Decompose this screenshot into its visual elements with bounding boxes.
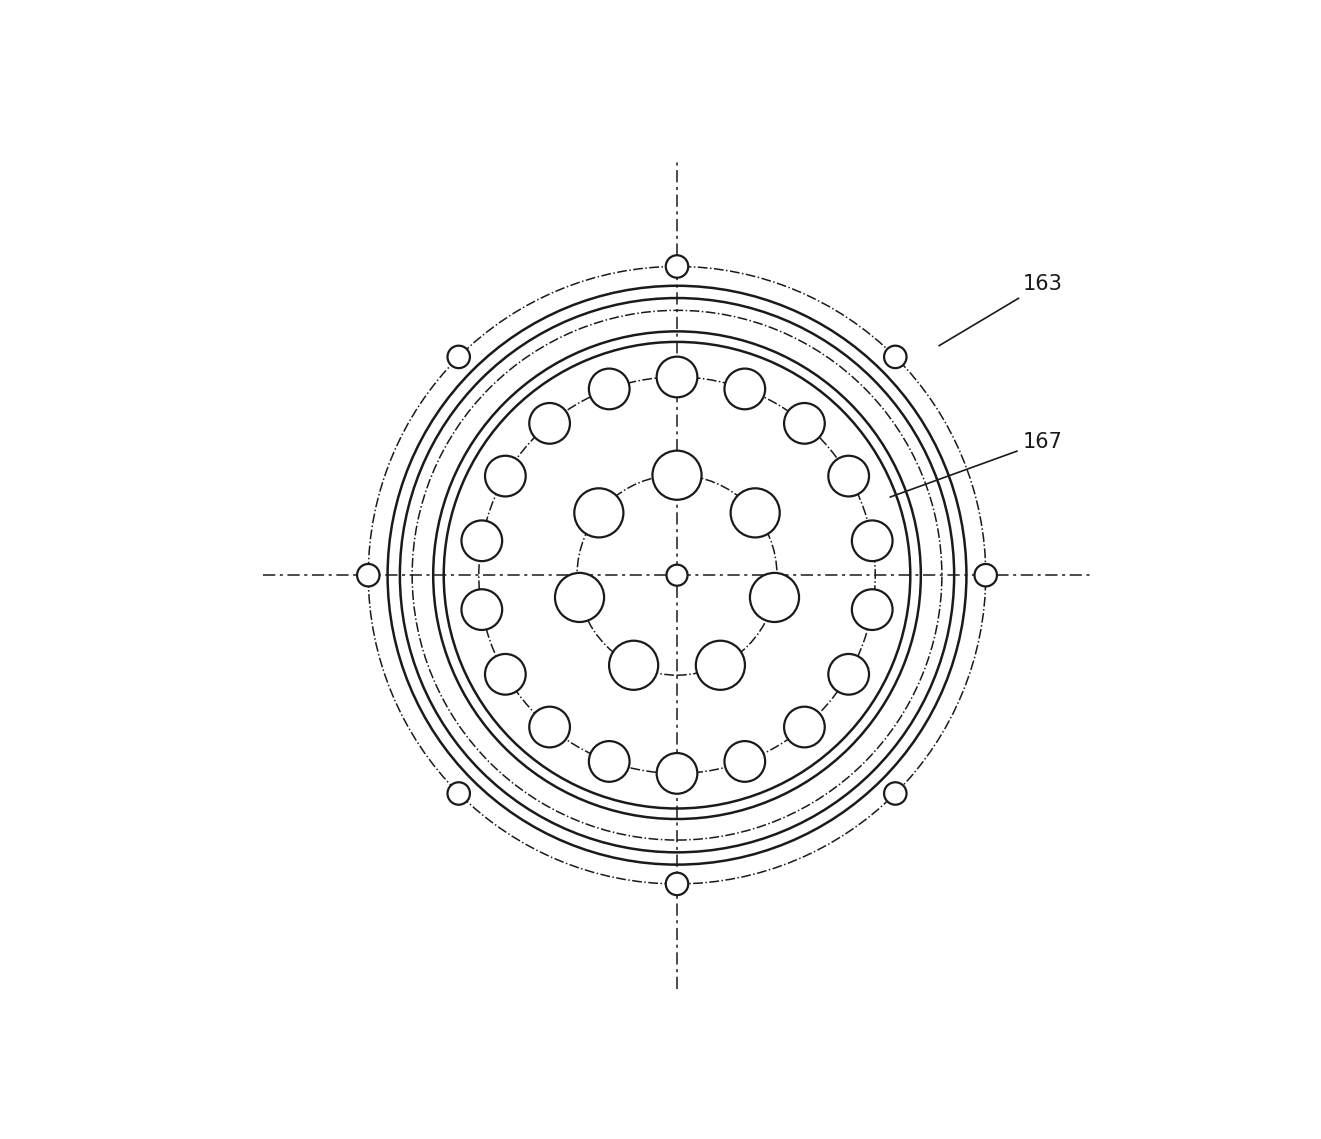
- Circle shape: [609, 641, 658, 690]
- Circle shape: [485, 654, 526, 695]
- Circle shape: [884, 782, 906, 805]
- Circle shape: [852, 521, 893, 562]
- Circle shape: [653, 451, 701, 500]
- Circle shape: [530, 706, 569, 747]
- Circle shape: [530, 403, 569, 444]
- Circle shape: [657, 357, 697, 398]
- Circle shape: [975, 564, 997, 587]
- Circle shape: [884, 345, 906, 368]
- Circle shape: [357, 564, 379, 587]
- Circle shape: [750, 573, 799, 622]
- Circle shape: [785, 403, 824, 444]
- Circle shape: [724, 369, 765, 409]
- Circle shape: [461, 589, 502, 630]
- Circle shape: [852, 589, 893, 630]
- Circle shape: [485, 456, 526, 497]
- Circle shape: [666, 872, 688, 895]
- Circle shape: [589, 369, 630, 409]
- Circle shape: [828, 456, 869, 497]
- Circle shape: [555, 573, 604, 622]
- Circle shape: [667, 565, 687, 585]
- Text: 163: 163: [939, 274, 1062, 346]
- Circle shape: [657, 753, 697, 794]
- Circle shape: [448, 782, 470, 805]
- Circle shape: [731, 489, 779, 538]
- Circle shape: [785, 706, 824, 747]
- Circle shape: [828, 654, 869, 695]
- Circle shape: [696, 641, 745, 690]
- Circle shape: [724, 741, 765, 781]
- Circle shape: [575, 489, 624, 538]
- Circle shape: [589, 741, 630, 781]
- Circle shape: [666, 255, 688, 278]
- Text: 167: 167: [890, 432, 1062, 497]
- Circle shape: [448, 345, 470, 368]
- Circle shape: [461, 521, 502, 562]
